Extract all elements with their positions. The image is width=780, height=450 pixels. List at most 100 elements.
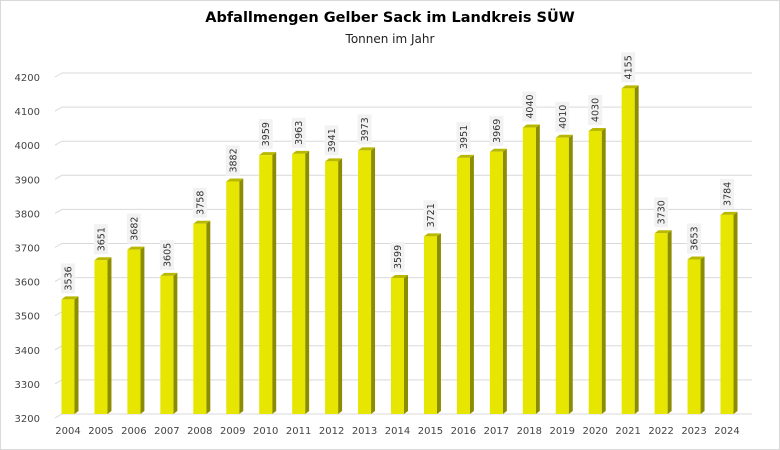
bar-side	[469, 154, 474, 414]
bar-side	[173, 272, 178, 414]
data-label: 3721	[426, 203, 437, 227]
bar-top	[456, 154, 474, 158]
y-tick-label: 4200	[15, 73, 40, 84]
data-label-bg	[522, 91, 537, 122]
data-label-bg	[621, 52, 636, 83]
x-tick-label: 2023	[681, 426, 706, 437]
x-tick-label: 2013	[352, 426, 377, 437]
bar	[358, 150, 372, 415]
bar-top	[94, 257, 112, 261]
x-tick-label: 2024	[714, 426, 739, 437]
data-label-bg	[687, 223, 702, 254]
bar	[456, 157, 470, 414]
bar-top	[687, 256, 705, 260]
x-tick-label: 2014	[385, 426, 410, 437]
x-tick-label: 2008	[187, 426, 212, 437]
data-label-bg	[93, 224, 108, 255]
y-tick-label: 3600	[15, 278, 40, 289]
bar-top	[720, 211, 738, 215]
bar-top	[555, 134, 573, 138]
x-tick-label: 2019	[550, 426, 575, 437]
data-label: 4155	[624, 55, 635, 79]
bar-top	[654, 230, 672, 234]
bar-side	[601, 127, 606, 414]
x-tick-label: 2015	[418, 426, 443, 437]
bar	[325, 161, 339, 414]
x-tick-label: 2022	[648, 426, 673, 437]
bar	[423, 236, 437, 414]
bar-side	[338, 158, 343, 414]
bar-side	[634, 85, 639, 414]
x-tick-label: 2005	[88, 426, 113, 437]
x-tick-label: 2011	[286, 426, 311, 437]
bar-side	[140, 246, 145, 414]
gridline	[54, 243, 752, 248]
gridline	[54, 413, 752, 419]
bar	[720, 214, 734, 414]
bar	[61, 299, 75, 414]
y-tick-label: 3400	[15, 346, 40, 357]
bar-side	[404, 274, 408, 414]
x-tick-label: 2010	[253, 426, 278, 437]
data-label-bg	[489, 115, 504, 146]
data-label: 3784	[723, 182, 734, 206]
y-tick-label: 4100	[15, 107, 40, 118]
bar-side	[371, 147, 376, 415]
bar-top	[61, 296, 79, 300]
y-tick-label: 4000	[15, 141, 40, 152]
bar-top	[160, 272, 178, 276]
data-label: 3651	[96, 227, 107, 251]
x-tick-label: 2007	[154, 426, 179, 437]
bar-top	[292, 150, 310, 154]
y-tick-label: 3300	[15, 380, 40, 391]
data-label-bg	[390, 241, 405, 272]
bar	[94, 260, 108, 414]
x-tick-label: 2016	[451, 426, 476, 437]
bar-top	[522, 124, 540, 128]
data-label: 3730	[657, 200, 668, 224]
data-label-bg	[456, 121, 471, 152]
bar-side	[667, 230, 672, 414]
bar-side	[305, 150, 310, 414]
data-label-bg	[225, 145, 240, 176]
data-label: 3969	[492, 119, 503, 143]
bar-top	[423, 233, 441, 237]
gridline	[54, 106, 752, 112]
bar-side	[733, 211, 738, 414]
data-label-bg	[654, 197, 669, 228]
bar	[127, 249, 141, 414]
y-tick-label: 3900	[15, 175, 40, 186]
x-tick-label: 2021	[615, 426, 640, 437]
y-tick-label: 3800	[15, 209, 40, 220]
data-label-bg	[720, 178, 734, 209]
gridline	[54, 140, 752, 146]
bar-side	[436, 233, 441, 414]
data-label: 3653	[690, 226, 701, 250]
data-label-bg	[61, 263, 75, 294]
bar	[259, 155, 273, 414]
data-label: 3959	[261, 122, 272, 146]
bar-side	[107, 257, 112, 414]
bar-top	[259, 152, 277, 156]
bar-top	[358, 147, 376, 151]
y-tick-label: 3200	[15, 414, 40, 425]
x-tick-label: 2012	[319, 426, 344, 437]
bar-top	[588, 127, 606, 131]
bar-side	[535, 124, 540, 414]
bar-side	[206, 220, 211, 414]
bar	[292, 153, 306, 414]
bar-side	[568, 134, 573, 415]
bar	[621, 88, 635, 414]
data-label: 3973	[360, 117, 371, 141]
data-label: 4030	[591, 98, 602, 122]
x-tick-label: 2020	[582, 426, 607, 437]
data-label: 3599	[393, 245, 404, 269]
data-label: 3682	[129, 217, 140, 241]
bar-top	[391, 274, 408, 278]
bar-top	[621, 85, 639, 89]
data-label-bg	[555, 101, 570, 132]
bar-top	[489, 148, 507, 152]
data-label: 3951	[459, 125, 470, 149]
bar	[555, 137, 569, 415]
